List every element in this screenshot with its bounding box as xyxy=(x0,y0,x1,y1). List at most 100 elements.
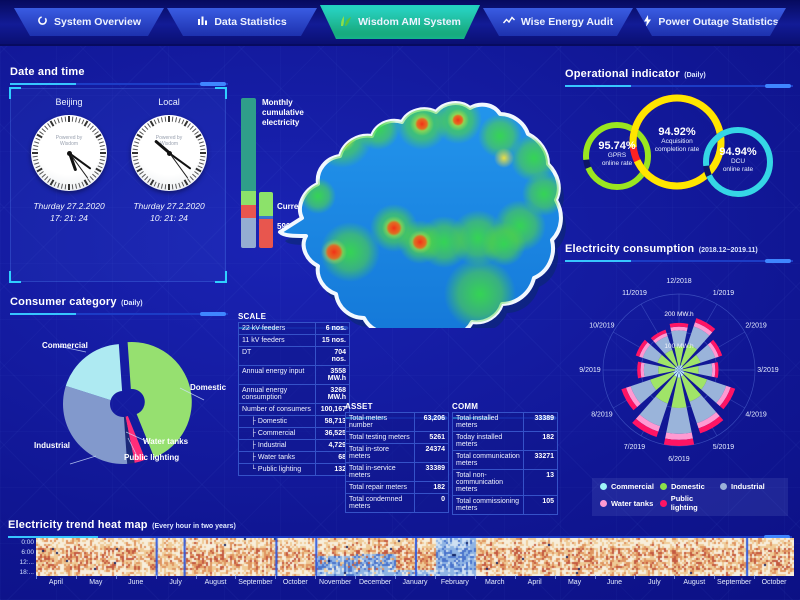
rose-sector xyxy=(677,370,681,378)
row-value: 58,713 xyxy=(315,416,349,427)
rose-sector xyxy=(632,418,659,438)
tab-wise-energy-audit[interactable]: Wise Energy Audit xyxy=(483,8,633,36)
gauge-ring-acquisition xyxy=(629,94,725,190)
rose-month-label: 4/2019 xyxy=(745,412,767,419)
rose-sector xyxy=(643,362,659,378)
table-row: Total testing meters 5261 xyxy=(345,432,449,444)
row-value: 13 xyxy=(523,470,557,495)
heatmap-month-label: May xyxy=(567,579,582,586)
row-label: Annual energy consumption xyxy=(242,387,288,401)
row-value: 33271 xyxy=(523,451,557,469)
legend-dot xyxy=(660,499,667,507)
rose-sector xyxy=(650,329,667,341)
heatmap-row-label: 6:00 xyxy=(21,549,34,556)
rose-sector xyxy=(639,396,668,427)
rose-sector xyxy=(696,344,716,363)
row-label: Total in-service meters xyxy=(349,465,396,479)
tab-label: Data Statistics xyxy=(214,16,287,28)
rose-sector xyxy=(671,330,687,347)
pie-slice-industrial xyxy=(62,385,128,464)
legend-dot xyxy=(660,483,667,490)
monthly-bar-label: Monthly cumulative electricity xyxy=(262,98,304,127)
row-value: 63,206 xyxy=(414,413,448,431)
row-value: 4,729 xyxy=(315,440,349,451)
rose-sector xyxy=(625,386,641,408)
scale-table: 22 kV feeders 6 nos. 11 kV feeders 15 nos. D… xyxy=(238,322,350,476)
wisdom-logo xyxy=(339,15,352,30)
legend-item-commercial[interactable]: Commercial xyxy=(600,482,660,491)
heatmap-row-label: 18:... xyxy=(19,569,34,576)
rose-sector xyxy=(710,339,723,357)
table-row: └ Public lighting 132 xyxy=(238,464,350,476)
rose-sector xyxy=(679,370,685,374)
table-row: Total repair meters 182 xyxy=(345,482,449,494)
rose-sector xyxy=(680,344,698,366)
row-value: 24374 xyxy=(414,444,448,462)
rose-sector xyxy=(674,346,684,366)
pie-slice-commercial xyxy=(65,344,123,401)
rose-sector xyxy=(674,369,679,371)
tab-wisdom-ami-system[interactable]: Wisdom AMI System xyxy=(320,5,480,39)
region-heat-map xyxy=(278,101,566,328)
row-value: 15 nos. xyxy=(315,335,349,346)
rose-sector xyxy=(664,349,678,367)
tab-data-statistics[interactable]: Data Statistics xyxy=(167,8,317,36)
row-label: ├ Water tanks xyxy=(251,454,295,461)
rose-sector xyxy=(663,438,695,446)
heatmap-y-axis: 0:00 6:00 12:... 18:... xyxy=(6,538,34,578)
table-row: 11 kV feeders 15 nos. xyxy=(238,335,350,347)
row-value: 33389 xyxy=(523,413,557,431)
gauge-text: 94.92% Acquisition completion rate xyxy=(654,126,700,153)
bolt-icon xyxy=(643,15,652,30)
row-value: 3268 MW.h xyxy=(315,385,349,403)
heatmap-month-label: July xyxy=(169,579,182,586)
heatmap-month-label: August xyxy=(204,579,227,586)
rose-sector xyxy=(698,363,713,377)
table-row: Total commissioning meters 105 xyxy=(452,496,558,515)
asset-table: Total meters number 63,206 Total testing m… xyxy=(345,412,449,513)
heatmap-month-label: May xyxy=(89,579,103,586)
legend-item-domestic[interactable]: Domestic xyxy=(660,482,720,491)
rose-sector xyxy=(714,362,719,378)
rose-axis-label: 100 MW.h xyxy=(664,343,694,350)
datetime-panel-title: Date and time xyxy=(10,62,228,86)
clock-city-label: Beijing xyxy=(55,97,83,107)
table-row: Annual energy consumption 3268 MW.h xyxy=(238,385,350,404)
panel-title-suffix: (Daily) xyxy=(121,300,143,307)
clock-date: Thurday 27.2.2020 xyxy=(33,201,105,211)
pie-label-commercial: Commercial xyxy=(42,341,88,350)
legend-item-industrial[interactable]: Industrial xyxy=(720,482,780,491)
heatmap-month-label: April xyxy=(527,579,542,586)
rose-sector xyxy=(635,339,648,357)
clock-time: 17: 21: 24 xyxy=(50,213,88,223)
operational-panel-title: Operational indicator (Daily) xyxy=(565,64,793,88)
heatmap-canvas xyxy=(36,538,794,576)
rose-month-label: 6/2019 xyxy=(668,456,690,463)
rose-sector xyxy=(683,371,708,390)
rose-sector xyxy=(679,369,683,371)
heatmap-month-label: August xyxy=(683,579,706,586)
rose-sector xyxy=(642,344,662,363)
rose-month-label: 7/2019 xyxy=(624,444,646,451)
rose-sector xyxy=(674,366,679,370)
clock-city-label: Local xyxy=(158,97,180,107)
row-value: 5261 xyxy=(414,432,448,443)
rose-sector xyxy=(658,365,675,375)
datetime-panel: Beijing Powered by Wisdom Thurday 27.2.20… xyxy=(9,87,227,283)
bars-icon xyxy=(197,15,208,29)
current-load-bar xyxy=(259,192,273,248)
consumer-panel-title: Consumer category (Daily) xyxy=(10,292,228,316)
row-value: 3558 MW.h xyxy=(315,366,349,384)
heatmap-month-label: January xyxy=(402,579,428,586)
tab-power-outage-statistics[interactable]: Power Outage Statistics xyxy=(636,8,786,36)
gauge-group: 95.74% GPRS online rate 94.92% Acquisitio… xyxy=(565,84,795,234)
legend-item-public-lighting[interactable]: Public lighting xyxy=(660,494,720,512)
table-row: Annual energy input 3558 MW.h xyxy=(238,366,350,385)
tab-system-overview[interactable]: System Overview xyxy=(14,8,164,36)
panel-title: Consumer category xyxy=(10,296,117,308)
row-label: 22 kV feeders xyxy=(242,325,286,332)
row-value: 6 nos. xyxy=(315,323,349,334)
legend-item-water-tanks[interactable]: Water tanks xyxy=(600,494,660,512)
heatmap-row-label: 0:00 xyxy=(21,539,34,546)
rose-sector xyxy=(679,364,683,370)
